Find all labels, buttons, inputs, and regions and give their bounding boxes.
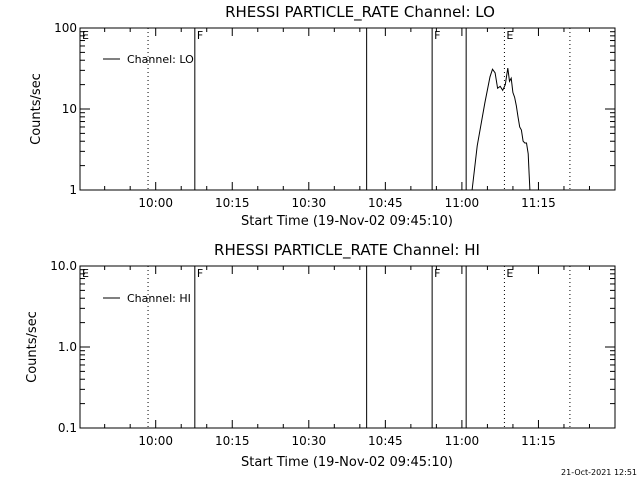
x-tick-label: 11:15 — [521, 434, 556, 448]
y-tick-label: 100 — [54, 21, 77, 35]
marker-label: E — [506, 267, 513, 280]
x-tick-label: 10:00 — [138, 196, 173, 210]
marker-label: E — [506, 29, 513, 42]
marker-label: F — [197, 267, 203, 280]
chart-title-hi: RHESSI PARTICLE_RATE Channel: HI — [214, 241, 480, 260]
x-tick-label: 10:45 — [368, 434, 403, 448]
y-tick-label: 10.0 — [50, 259, 77, 273]
series-line — [471, 68, 531, 191]
marker-label: F — [434, 29, 440, 42]
x-tick-label: 11:15 — [521, 196, 556, 210]
x-tick-label: 10:45 — [368, 196, 403, 210]
legend-label-lo: Channel: LO — [127, 53, 194, 66]
axis-ticks-hi: 10:00 10:15 10:30 10:45 11:00 11:15 0.1 1.0 10.0 — [50, 259, 616, 448]
y-axis-label-lo: Counts/sec — [29, 73, 44, 145]
x-tick-label: 10:30 — [292, 434, 327, 448]
plot-frame-hi — [79, 265, 616, 429]
x-axis-label-hi: Start Time (19-Nov-02 09:45:10) — [241, 455, 453, 470]
y-tick-label: 1 — [69, 183, 77, 197]
x-tick-label: 10:30 — [292, 196, 327, 210]
y-tick-label: 1.0 — [58, 340, 77, 354]
y-tick-label: 10 — [62, 102, 77, 116]
legend-label-hi: Channel: HI — [127, 292, 191, 305]
chart-title-lo: RHESSI PARTICLE_RATE Channel: LO — [225, 3, 495, 22]
x-tick-label: 11:00 — [445, 434, 480, 448]
x-tick-label: 10:15 — [215, 196, 250, 210]
axis-ticks-lo: 10:00 10:15 10:30 10:45 11:00 11:15 1 10 100 — [54, 21, 616, 210]
footer-timestamp: 21-Oct-2021 12:51 — [561, 468, 637, 477]
marker-label: F — [197, 29, 203, 42]
x-tick-label: 10:00 — [138, 434, 173, 448]
series-lo — [471, 68, 531, 191]
panel-lo: RHESSI PARTICLE_RATE Channel: LO Counts/… — [29, 3, 616, 229]
panel-hi: RHESSI PARTICLE_RATE Channel: HI Counts/… — [25, 241, 616, 470]
x-tick-label: 11:00 — [445, 196, 480, 210]
y-tick-label: 0.1 — [58, 421, 77, 435]
marker-label: E — [82, 29, 89, 42]
x-axis-label-lo: Start Time (19-Nov-02 09:45:10) — [241, 214, 453, 229]
y-axis-label-hi: Counts/sec — [25, 311, 40, 383]
x-tick-label: 10:15 — [215, 434, 250, 448]
marker-label: F — [434, 267, 440, 280]
marker-label: E — [82, 267, 89, 280]
